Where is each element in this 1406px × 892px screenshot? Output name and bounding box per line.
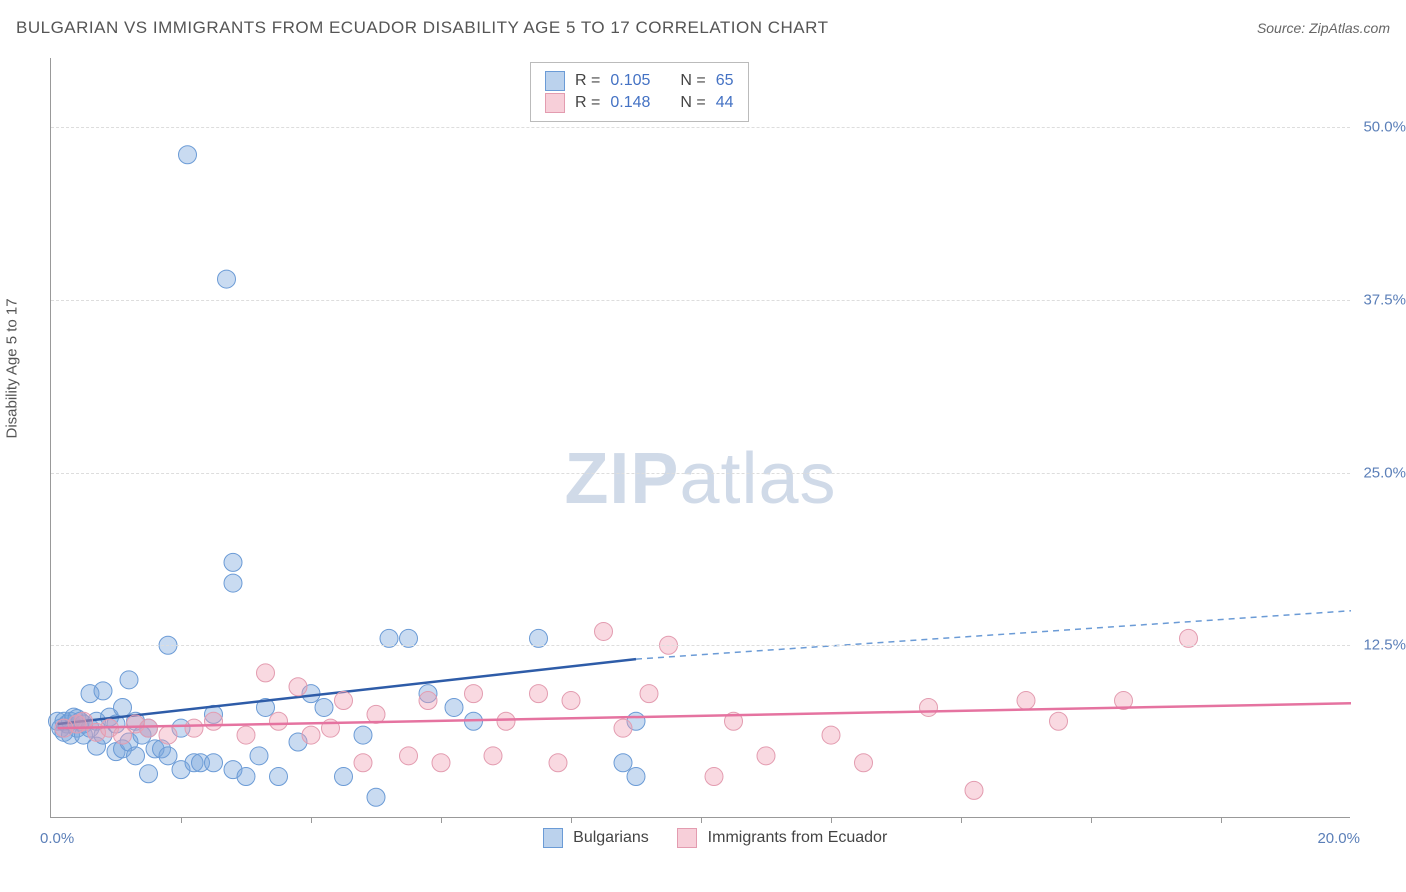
stats-box: R = 0.105 N = 65 R = 0.148 N = 44 — [530, 62, 749, 122]
data-point — [627, 768, 645, 786]
data-point — [419, 692, 437, 710]
ytick-label: 37.5% — [1363, 291, 1406, 308]
data-point — [335, 768, 353, 786]
data-point — [159, 726, 177, 744]
data-point — [920, 698, 938, 716]
data-point — [302, 726, 320, 744]
legend-swatch-blue-icon — [543, 828, 563, 848]
data-point — [205, 712, 223, 730]
ytick-label: 50.0% — [1363, 119, 1406, 136]
data-point — [224, 553, 242, 571]
data-point — [822, 726, 840, 744]
stat-n-label: N = — [680, 72, 705, 90]
trend-line — [58, 659, 637, 724]
source-label: Source: ZipAtlas.com — [1257, 20, 1390, 36]
stat-n-label: N = — [680, 94, 705, 112]
data-point — [224, 574, 242, 592]
xtick — [441, 817, 442, 823]
legend-label-pink: Immigrants from Ecuador — [708, 829, 888, 846]
legend-label-blue: Bulgarians — [573, 829, 649, 846]
chart-title: BULGARIAN VS IMMIGRANTS FROM ECUADOR DIS… — [16, 18, 828, 38]
data-point — [237, 768, 255, 786]
data-point — [757, 747, 775, 765]
data-point — [289, 678, 307, 696]
data-point — [257, 664, 275, 682]
data-point — [159, 747, 177, 765]
data-point — [140, 765, 158, 783]
legend: Bulgarians Immigrants from Ecuador — [0, 828, 1406, 848]
stat-n-value: 44 — [716, 94, 734, 112]
ytick-label: 25.0% — [1363, 464, 1406, 481]
legend-swatch-pink-icon — [677, 828, 697, 848]
stat-r-label: R = — [575, 72, 600, 90]
stat-r-value: 0.105 — [610, 72, 650, 90]
xtick — [831, 817, 832, 823]
plot-area: ZIPatlas 12.5%25.0%37.5%50.0% — [50, 58, 1350, 818]
data-point — [855, 754, 873, 772]
data-point — [465, 685, 483, 703]
data-point — [94, 682, 112, 700]
gridline — [51, 300, 1350, 301]
data-point — [562, 692, 580, 710]
data-point — [354, 754, 372, 772]
data-point — [530, 685, 548, 703]
data-point — [705, 768, 723, 786]
xtick — [571, 817, 572, 823]
ytick-label: 12.5% — [1363, 637, 1406, 654]
stat-r-label: R = — [575, 94, 600, 112]
data-point — [497, 712, 515, 730]
stat-r-value: 0.148 — [610, 94, 650, 112]
stats-row-blue: R = 0.105 N = 65 — [545, 71, 734, 91]
data-point — [315, 698, 333, 716]
swatch-blue-icon — [545, 71, 565, 91]
data-point — [270, 768, 288, 786]
xtick — [311, 817, 312, 823]
y-axis-title: Disability Age 5 to 17 — [4, 298, 21, 438]
data-point — [140, 719, 158, 737]
xtick — [181, 817, 182, 823]
data-point — [367, 788, 385, 806]
data-point — [614, 719, 632, 737]
data-point — [432, 754, 450, 772]
data-point — [270, 712, 288, 730]
data-point — [250, 747, 268, 765]
title-bar: BULGARIAN VS IMMIGRANTS FROM ECUADOR DIS… — [16, 18, 1390, 38]
trend-line — [58, 703, 1352, 728]
data-point — [335, 692, 353, 710]
data-point — [114, 698, 132, 716]
chart-svg — [51, 58, 1350, 817]
stat-n-value: 65 — [716, 72, 734, 90]
xtick — [1221, 817, 1222, 823]
data-point — [595, 622, 613, 640]
xtick — [701, 817, 702, 823]
data-point — [237, 726, 255, 744]
data-point — [127, 747, 145, 765]
data-point — [484, 747, 502, 765]
data-point — [218, 270, 236, 288]
data-point — [614, 754, 632, 772]
xtick — [961, 817, 962, 823]
stats-row-pink: R = 0.148 N = 44 — [545, 93, 734, 113]
data-point — [1050, 712, 1068, 730]
data-point — [640, 685, 658, 703]
gridline — [51, 127, 1350, 128]
data-point — [965, 781, 983, 799]
data-point — [205, 754, 223, 772]
gridline — [51, 473, 1350, 474]
gridline — [51, 645, 1350, 646]
data-point — [445, 698, 463, 716]
data-point — [400, 747, 418, 765]
data-point — [367, 705, 385, 723]
data-point — [549, 754, 567, 772]
data-point — [179, 146, 197, 164]
data-point — [120, 671, 138, 689]
trend-line-dashed — [636, 611, 1351, 659]
swatch-pink-icon — [545, 93, 565, 113]
data-point — [185, 719, 203, 737]
xtick — [1091, 817, 1092, 823]
data-point — [1017, 692, 1035, 710]
data-point — [354, 726, 372, 744]
